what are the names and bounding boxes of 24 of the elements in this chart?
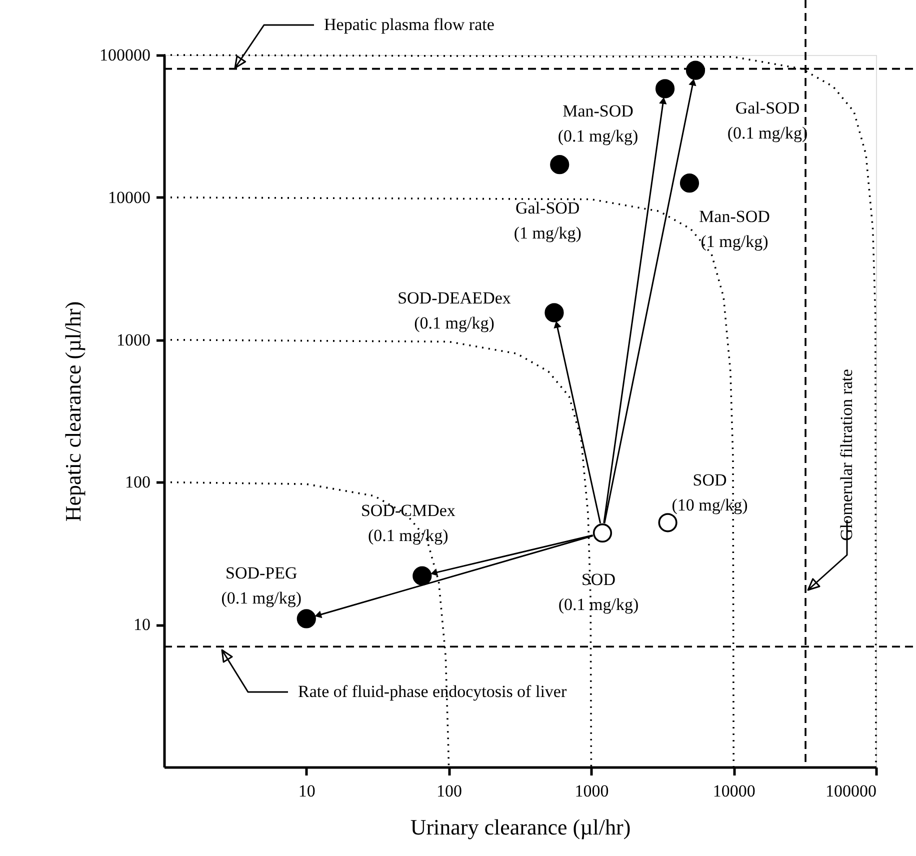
ref-line-label: Glomerular filtration rate: [837, 369, 856, 541]
x-tick-label: 10000: [712, 782, 756, 800]
ref-line-label: Hepatic plasma flow rate: [324, 15, 494, 34]
x-axis-title: Urinary clearance (µl/hr): [410, 814, 631, 840]
ref-line-label: Rate of fluid-phase endocytosis of liver: [298, 682, 567, 701]
annotation: Gal-SOD (1 mg/kg): [514, 198, 582, 243]
x-tick-label: 100: [436, 782, 462, 800]
annotation: Gal-SOD (0.1 mg/kg): [727, 98, 808, 142]
annotation: SOD-CMDex (0.1 mg/kg): [360, 500, 456, 545]
annotation: SOD (0.1 mg/kg): [558, 570, 639, 614]
annotation: Man-SOD (0.1 mg/kg): [558, 102, 638, 146]
y-tick-label: 10: [134, 615, 150, 634]
y-tick-label: 100: [125, 472, 150, 492]
annotation: Man-SOD (1 mg/kg): [699, 207, 770, 252]
annotation: SOD-DEAEDex (0.1 mg/kg): [398, 288, 512, 333]
annotation: SOD-PEG (0.1 mg/kg): [221, 564, 302, 608]
annotation: SOD (10 mg/kg): [672, 470, 748, 515]
y-tick-label: 1000: [116, 330, 150, 350]
x-tick-label: 1000: [574, 782, 609, 800]
y-tick-label: 100000: [100, 46, 150, 64]
y-axis-title: Hepatic clearance (µl/hr): [60, 301, 86, 522]
x-tick-label: 10: [298, 782, 316, 800]
x-tick-label: 100000: [826, 782, 876, 800]
y-tick-label: 10000: [108, 188, 150, 207]
